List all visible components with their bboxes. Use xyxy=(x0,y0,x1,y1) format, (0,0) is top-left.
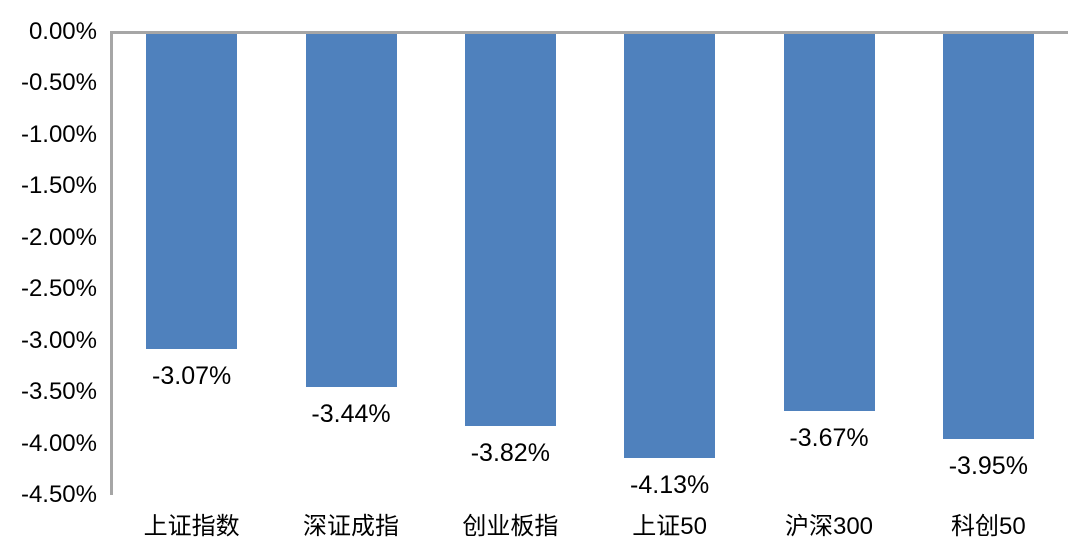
x-axis-category-label: 创业板指 xyxy=(462,513,559,540)
y-axis-line xyxy=(110,32,113,495)
y-axis-tick-label: -3.00% xyxy=(20,326,97,354)
y-axis-tick-label: -1.50% xyxy=(20,172,97,200)
bar-科创50 xyxy=(942,33,1034,440)
y-axis-tick-label: -1.00% xyxy=(20,120,97,148)
x-axis-category-label: 沪深300 xyxy=(784,513,874,540)
x-axis-category-label: 上证指数 xyxy=(143,513,240,540)
y-axis-tick-label: -0.50% xyxy=(20,69,97,97)
bar-value-label: -3.67% xyxy=(789,423,869,452)
y-axis-tick-label: -3.50% xyxy=(20,378,97,406)
bar-value-label: -3.95% xyxy=(948,452,1028,481)
bar-深证成指 xyxy=(305,33,397,387)
x-axis-category-label: 上证50 xyxy=(632,513,707,540)
y-axis-tick-label: -2.00% xyxy=(20,223,97,251)
bar-上证指数 xyxy=(146,33,238,349)
y-axis-tick-label: 0.00% xyxy=(28,18,97,45)
y-axis-tick-label: -2.50% xyxy=(20,275,97,303)
bar-value-label: -3.07% xyxy=(152,361,232,390)
x-axis-category-label: 科创50 xyxy=(950,513,1026,540)
bar-沪深300 xyxy=(783,33,875,411)
bar-上证50 xyxy=(624,33,716,458)
x-axis-category-label: 深证成指 xyxy=(303,513,399,540)
y-axis-tick-label: -4.00% xyxy=(20,429,97,457)
bar-创业板指 xyxy=(464,33,556,427)
y-axis-tick-label: -4.50% xyxy=(20,481,97,508)
bar-value-label: -4.13% xyxy=(630,470,710,499)
bar-value-label: -3.82% xyxy=(470,439,550,468)
zero-baseline xyxy=(110,31,1068,34)
bar-value-label: -3.44% xyxy=(311,399,391,428)
